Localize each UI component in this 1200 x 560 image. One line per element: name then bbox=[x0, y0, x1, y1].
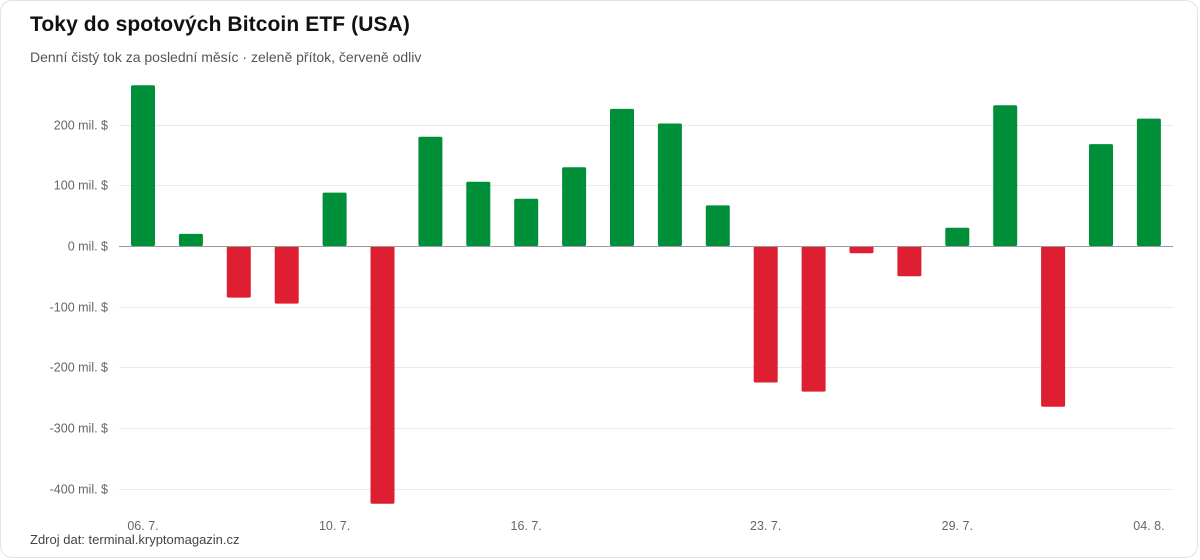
outflow-bar bbox=[897, 246, 922, 277]
x-tick-label: 16. 7. bbox=[511, 519, 542, 533]
axis-layer: -400 mil. $ -300 mil. $ -200 mil. $ -100 mi… bbox=[50, 119, 1173, 533]
x-tick-label: 04. 8. bbox=[1133, 519, 1164, 533]
inflow-bar bbox=[945, 227, 970, 246]
inflow-bar bbox=[418, 136, 443, 246]
inflow-bar bbox=[705, 205, 730, 246]
inflow-bar bbox=[657, 123, 682, 246]
y-tick-label: -200 mil. $ bbox=[50, 361, 108, 375]
inflow-bar bbox=[610, 108, 634, 247]
chart-subtitle: Denní čistý tok za poslední měsíc · zele… bbox=[30, 49, 422, 65]
chart-title: Toky do spotových Bitcoin ETF (USA) bbox=[30, 13, 410, 36]
grid-layer bbox=[119, 125, 1173, 490]
outflow-bar bbox=[753, 246, 778, 383]
inflow-bar bbox=[993, 105, 1018, 246]
y-tick-label: -300 mil. $ bbox=[50, 422, 108, 436]
outflow-bar bbox=[370, 246, 395, 504]
inflow-bar bbox=[1089, 144, 1113, 246]
x-tick-label: 10. 7. bbox=[319, 519, 350, 533]
data-source-note: Zdroj dat: terminal.kryptomagazin.cz bbox=[30, 532, 240, 547]
inflow-bar bbox=[1136, 118, 1161, 246]
y-tick-label: -400 mil. $ bbox=[50, 483, 108, 497]
inflow-bar bbox=[466, 181, 491, 246]
outflow-bar bbox=[226, 246, 251, 298]
y-tick-label: -100 mil. $ bbox=[50, 301, 108, 315]
inflow-bar bbox=[514, 198, 539, 246]
y-tick-label: 0 mil. $ bbox=[68, 240, 108, 254]
outflow-bar bbox=[849, 246, 874, 254]
x-tick-label: 23. 7. bbox=[750, 519, 781, 533]
inflow-bar bbox=[178, 233, 203, 246]
x-tick-label: 06. 7. bbox=[127, 519, 158, 533]
y-tick-label: 200 mil. $ bbox=[54, 119, 108, 133]
y-tick-label: 100 mil. $ bbox=[54, 179, 108, 193]
outflow-bar bbox=[274, 246, 299, 304]
bar-layer bbox=[131, 85, 1161, 504]
x-tick-label: 29. 7. bbox=[942, 519, 973, 533]
inflow-bar bbox=[562, 167, 587, 246]
inflow-bar bbox=[131, 85, 155, 246]
outflow-bar bbox=[1041, 246, 1066, 407]
outflow-bar bbox=[801, 246, 826, 392]
inflow-bar bbox=[322, 192, 347, 246]
